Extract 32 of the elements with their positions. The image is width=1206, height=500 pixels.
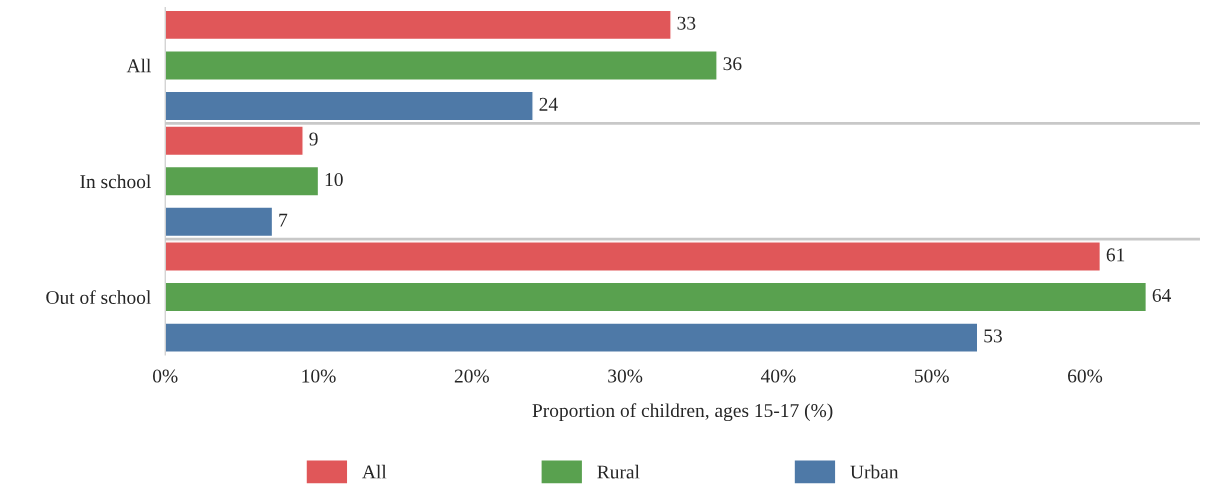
data-label: 10 (325, 173, 343, 187)
bar (165, 241, 1102, 272)
y-tick-label: Out of school (46, 290, 151, 305)
bar (165, 206, 274, 238)
x-axis-title: Proportion of children, ages 15-17 (%) (532, 403, 833, 422)
data-label: 7 (279, 213, 288, 227)
y-tick-label: All (126, 58, 151, 73)
bar (165, 281, 1148, 313)
data-label: 64 (1152, 288, 1172, 302)
legend-label: All (362, 464, 387, 479)
x-tick-label: 40% (760, 369, 796, 383)
bar (165, 90, 534, 122)
x-tick-label: 0% (153, 369, 178, 383)
x-tick-label: 30% (608, 369, 643, 383)
data-label: 9 (309, 132, 318, 146)
data-label: 24 (539, 97, 558, 111)
x-tick-label: 10% (302, 369, 336, 383)
bar (165, 322, 979, 353)
bar (165, 165, 320, 197)
y-tick-label: In school (80, 174, 151, 189)
x-tick-label: 20% (454, 369, 489, 383)
data-label: 36 (723, 57, 742, 71)
legend-label: Rural (597, 464, 640, 479)
data-label: 61 (1106, 248, 1125, 262)
data-label: 33 (677, 16, 696, 30)
bar (165, 125, 304, 157)
bar (165, 9, 672, 41)
bar (165, 50, 718, 81)
x-tick-label: 50% (915, 369, 949, 383)
legend-label: Urban (850, 464, 899, 479)
x-tick-label: 60% (1068, 369, 1103, 383)
data-label: 53 (984, 329, 1002, 343)
